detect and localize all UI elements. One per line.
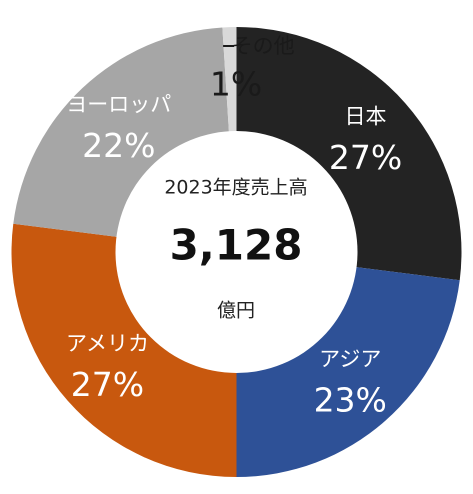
center-title: 2023年度売上高 — [164, 177, 307, 199]
slice-value-other: 1% — [210, 65, 262, 104]
slice-label-other: その他 — [232, 34, 295, 58]
slice-value-europe: 22% — [82, 126, 155, 165]
slice-label-asia: アジア — [319, 347, 381, 371]
slice-value-america: 27% — [71, 365, 144, 404]
slice-labels: 日本 27% アジア 23% アメリカ 27% ヨーロッパ 22% その他 1% — [66, 34, 402, 420]
slice-label-america: アメリカ — [66, 332, 149, 356]
center-value: 3,128 — [170, 221, 303, 270]
center-unit: 億円 — [217, 300, 255, 322]
slice-label-europe: ヨーロッパ — [66, 93, 171, 117]
slice-value-japan: 27% — [329, 138, 402, 177]
slice-label-japan: 日本 — [345, 104, 387, 128]
donut-hole — [115, 131, 358, 373]
slice-value-asia: 23% — [314, 381, 387, 420]
